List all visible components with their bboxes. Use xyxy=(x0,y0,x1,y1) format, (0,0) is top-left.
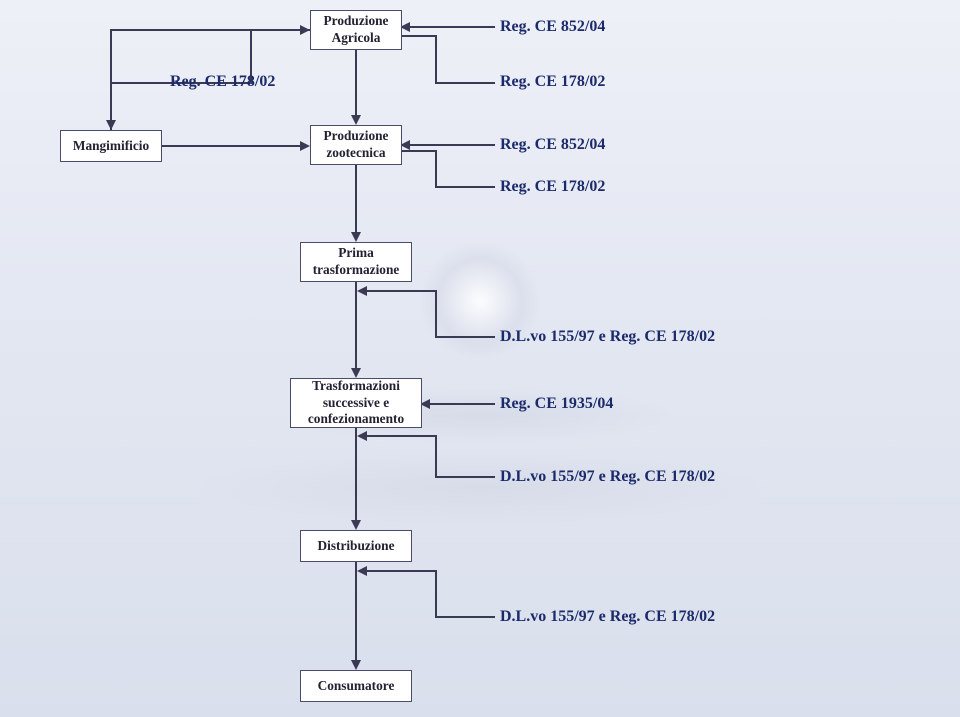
flow-node-consum: Consumatore xyxy=(300,670,412,702)
regulation-label-reg178_a: Reg. CE 178/02 xyxy=(170,73,275,91)
flow-node-prima: Primatrasformazione xyxy=(300,242,412,282)
regulation-label-reg852_b: Reg. CE 852/04 xyxy=(500,136,605,154)
regulation-label-reg1935: Reg. CE 1935/04 xyxy=(500,395,613,413)
flow-node-trasf: Trasformazionisuccessive econfezionament… xyxy=(290,378,422,428)
regulation-label-dlvo_b: D.L.vo 155/97 e Reg. CE 178/02 xyxy=(500,468,715,486)
regulation-label-dlvo_c: D.L.vo 155/97 e Reg. CE 178/02 xyxy=(500,608,715,626)
regulation-label-reg178_b: Reg. CE 178/02 xyxy=(500,73,605,91)
flow-node-prod_zoo: Produzionezootecnica xyxy=(310,125,402,165)
regulation-label-reg852_a: Reg. CE 852/04 xyxy=(500,18,605,36)
regulation-label-reg178_c: Reg. CE 178/02 xyxy=(500,178,605,196)
flow-node-prod_agr: ProduzioneAgricola xyxy=(310,10,402,50)
regulation-label-dlvo_a: D.L.vo 155/97 e Reg. CE 178/02 xyxy=(500,328,715,346)
flow-node-distrib: Distribuzione xyxy=(300,530,412,562)
flow-node-mangim: Mangimificio xyxy=(60,130,162,162)
